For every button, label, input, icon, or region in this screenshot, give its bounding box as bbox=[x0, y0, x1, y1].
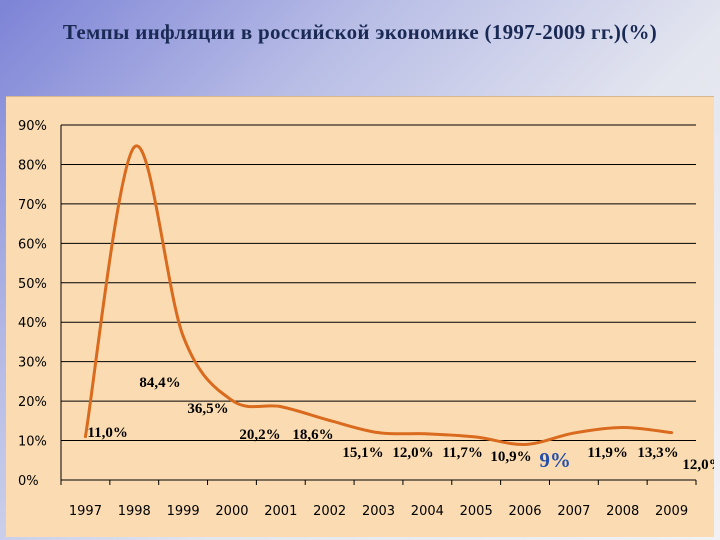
data-label: 12,0% bbox=[682, 457, 714, 473]
data-label: 13,3% bbox=[637, 445, 678, 461]
x-tick-label: 1997 bbox=[69, 504, 102, 519]
data-label: 84,4% bbox=[139, 375, 180, 391]
x-tick-label: 2001 bbox=[264, 504, 297, 519]
y-tick-label: 20% bbox=[18, 395, 47, 410]
data-point bbox=[425, 432, 429, 436]
y-tick-label: 60% bbox=[18, 237, 47, 252]
x-tick-label: 2004 bbox=[411, 504, 444, 519]
y-tick-label: 0% bbox=[18, 474, 39, 489]
x-tick-label: 2008 bbox=[606, 504, 639, 519]
chart-title: Темпы инфляции в российской экономике (1… bbox=[62, 20, 658, 44]
y-tick-label: 40% bbox=[18, 316, 47, 331]
data-point bbox=[279, 405, 283, 409]
data-label: 11,7% bbox=[442, 445, 482, 461]
x-tick-label: 2005 bbox=[460, 504, 493, 519]
data-label: 11,9% bbox=[587, 445, 627, 461]
x-tick-label: 2002 bbox=[313, 504, 346, 519]
y-tick-label: 90% bbox=[18, 119, 47, 134]
data-point bbox=[230, 398, 234, 402]
data-point bbox=[523, 443, 527, 446]
data-point bbox=[132, 145, 136, 149]
data-label: 18,6% bbox=[292, 427, 333, 443]
data-point bbox=[621, 426, 625, 430]
data-label: 36,5% bbox=[187, 401, 228, 417]
x-tick-label: 2007 bbox=[557, 504, 590, 519]
data-label: 15,1% bbox=[342, 445, 383, 461]
data-point bbox=[572, 431, 576, 435]
data-label: 12,0% bbox=[392, 445, 433, 461]
data-label: 20,2% bbox=[239, 427, 280, 443]
line-chart: 0% 10% 20% 30% 40% 50% 60% 70% 80% 90% 1997 1998 199… bbox=[18, 119, 714, 519]
y-tick-label: 70% bbox=[18, 198, 47, 213]
y-tick-label: 50% bbox=[18, 277, 47, 292]
x-tick-label: 2000 bbox=[215, 504, 248, 519]
x-tick-label: 1998 bbox=[118, 504, 151, 519]
data-point bbox=[83, 435, 87, 439]
series-line bbox=[83, 144, 672, 447]
data-point bbox=[670, 431, 674, 435]
x-tick-label: 2003 bbox=[362, 504, 395, 519]
data-point bbox=[474, 435, 478, 439]
data-label: 9% bbox=[539, 448, 571, 472]
y-tick-label: 30% bbox=[18, 356, 47, 371]
data-point bbox=[328, 418, 332, 422]
x-tick-label: 2006 bbox=[508, 504, 541, 519]
data-label: 11,0% bbox=[87, 425, 127, 441]
y-tick-label: 80% bbox=[18, 158, 47, 173]
x-tick-label: 1999 bbox=[167, 504, 200, 519]
x-tick-label: 2009 bbox=[655, 504, 688, 519]
data-point bbox=[377, 431, 380, 435]
y-tick-label: 10% bbox=[18, 435, 47, 450]
chart-panel: 0% 10% 20% 30% 40% 50% 60% 70% 80% 90% 1997 1998 199… bbox=[6, 96, 714, 537]
data-point bbox=[181, 334, 185, 338]
data-label: 10,9% bbox=[490, 449, 531, 465]
